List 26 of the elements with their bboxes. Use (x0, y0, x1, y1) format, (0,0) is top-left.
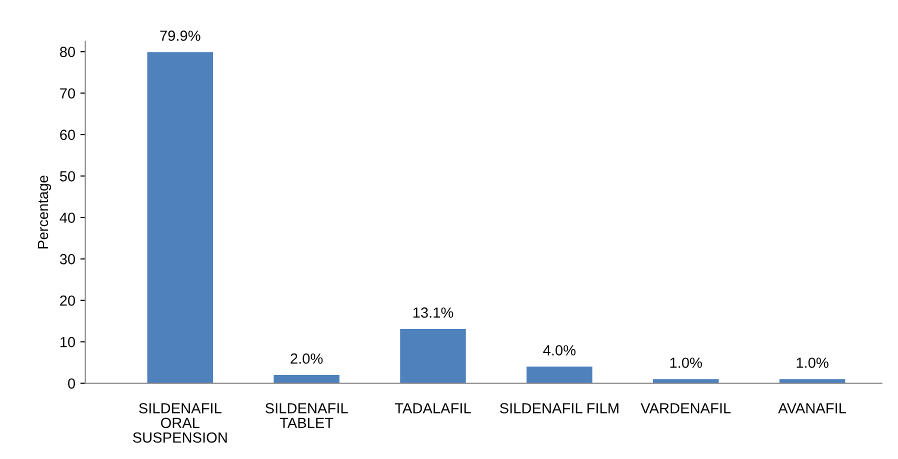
bar (274, 374, 340, 384)
y-tick-label: 80 (60, 46, 76, 58)
x-tick-label: VARDENAFIL (640, 403, 731, 414)
y-tick-label: 0 (68, 378, 76, 389)
x-tick-label: AVANAFIL (778, 403, 846, 414)
y-tick-label: 70 (60, 88, 76, 99)
data-label: 1.0% (796, 358, 828, 368)
data-label: 1.0% (670, 358, 702, 368)
y-tick-label: 60 (60, 130, 76, 140)
y-tick-label: 40 (60, 212, 76, 223)
x-tick-label: TADALAFIL (394, 403, 471, 414)
data-label: 13.1% (413, 307, 454, 318)
x-tick-label: SILDENAFIL ORAL SUSPENSION (132, 403, 227, 443)
y-tick-label: 30 (60, 254, 76, 264)
y-tick-label: 50 (60, 171, 76, 182)
x-tick-label: SILDENAFIL FILM (500, 403, 618, 414)
bar (526, 366, 592, 384)
bar (147, 52, 214, 384)
x-tick-label: SILDENAFIL TABLET (265, 403, 348, 428)
y-tick-label: 10 (60, 336, 76, 348)
bar (400, 328, 466, 384)
data-label: 2.0% (290, 353, 323, 364)
data-label: 79.9% (160, 30, 200, 41)
y-tick-label: 20 (60, 295, 76, 306)
data-label: 4.0% (543, 345, 576, 356)
y-axis-title: Percentage (38, 176, 52, 248)
